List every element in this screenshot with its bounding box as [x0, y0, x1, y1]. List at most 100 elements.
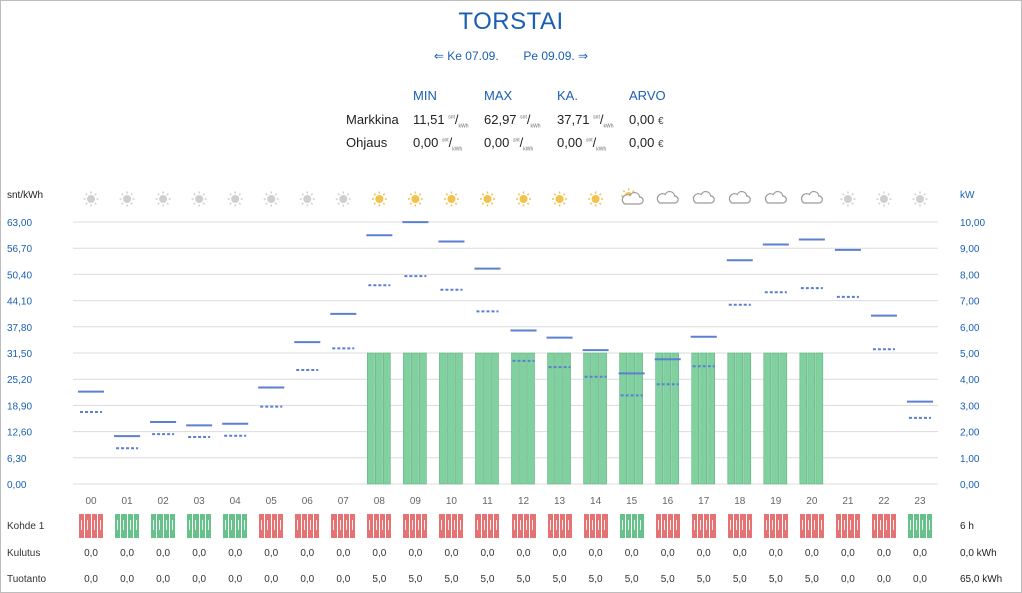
kulutus-value: 0,0: [913, 548, 927, 559]
control-hour-stripe: [277, 514, 284, 538]
control-hour-toggle[interactable]: [331, 514, 356, 538]
control-hour-toggle[interactable]: [79, 514, 104, 538]
control-hour-stripe: [91, 514, 97, 538]
kulutus-value: 0,0: [120, 548, 135, 559]
sun-icon: [479, 191, 495, 207]
production-bar: [635, 352, 643, 485]
control-hour-toggle[interactable]: [115, 514, 140, 538]
hour-label: 08: [374, 496, 386, 507]
control-hour-toggle[interactable]: [295, 514, 320, 538]
hour-label: 22: [878, 496, 890, 507]
kulutus-value: 0,0: [336, 548, 351, 559]
right-tick-label: 4,00: [960, 375, 980, 386]
control-hour-toggle[interactable]: [619, 514, 644, 538]
control-hour-stripe: [193, 514, 199, 538]
right-tick-label: 1,00: [960, 454, 980, 465]
cloud-icon: [656, 191, 679, 204]
control-hour-stripe: [415, 514, 422, 538]
production-bar: [743, 352, 752, 485]
production-bar: [483, 352, 491, 485]
sun-grey-icon: [263, 191, 279, 207]
control-hour-stripe: [697, 514, 704, 538]
control-hour-toggle[interactable]: [655, 514, 680, 538]
right-tick-label: 6,00: [960, 323, 980, 334]
control-hour-stripe: [854, 514, 860, 538]
control-hour-stripe: [314, 514, 320, 538]
control-hour-toggle[interactable]: [475, 514, 500, 538]
control-hour-toggle[interactable]: [223, 514, 248, 538]
control-hour-stripe: [818, 514, 824, 538]
control-hour-stripe: [379, 514, 386, 538]
tuotanto-value: 5,0: [444, 574, 459, 585]
next-day-link[interactable]: Pe 09.09. ⇒: [523, 49, 589, 63]
sun-grey-icon: [335, 191, 351, 207]
control-hour-stripe: [583, 514, 589, 538]
hour-label: 20: [806, 496, 818, 507]
control-hour-toggle[interactable]: [259, 514, 284, 538]
summary-market-min: 11,51 snt/kWh: [413, 112, 469, 130]
kulutus-value: 0,0: [804, 548, 819, 559]
control-hour-toggle[interactable]: [727, 514, 752, 538]
control-hour-stripe: [770, 514, 776, 538]
production-bar: [583, 352, 591, 485]
control-hour-stripe: [121, 514, 127, 538]
control-hour-toggle[interactable]: [439, 514, 464, 538]
left-tick-label: 18,90: [7, 401, 32, 412]
tuotanto-total: 65,0 kWh: [960, 574, 1003, 585]
control-hour-toggle[interactable]: [403, 514, 428, 538]
right-axis-title: kW: [960, 190, 975, 201]
control-hour-stripe: [926, 514, 932, 538]
sun-icon: [588, 191, 604, 207]
control-hour-toggle[interactable]: [907, 514, 932, 538]
control-hour-stripe: [704, 514, 710, 538]
control-hour-toggle[interactable]: [187, 514, 212, 538]
control-hour-toggle[interactable]: [799, 514, 824, 538]
production-bar: [807, 352, 816, 485]
control-hour-stripe: [734, 514, 740, 538]
control-hour-toggle[interactable]: [871, 514, 896, 538]
control-hour-stripe: [187, 514, 193, 538]
production-bar: [799, 352, 808, 485]
production-bar: [419, 352, 427, 485]
control-hour-stripe: [547, 514, 553, 538]
left-tick-label: 25,20: [7, 375, 32, 386]
control-hour-stripe: [806, 514, 812, 538]
control-hour-toggle[interactable]: [547, 514, 572, 538]
hour-label: 18: [734, 496, 746, 507]
control-hour-toggle[interactable]: [835, 514, 860, 538]
production-bar: [367, 352, 375, 485]
tuotanto-value: 0,0: [228, 574, 243, 585]
control-hour-stripe: [524, 514, 530, 538]
control-hour-toggle[interactable]: [583, 514, 608, 538]
summary-market-value: 0,00 €: [629, 112, 664, 127]
control-hour-toggle[interactable]: [691, 514, 716, 538]
production-bar: [455, 352, 463, 485]
tuotanto-value: 0,0: [84, 574, 98, 585]
control-hour-stripe: [668, 514, 674, 538]
control-hour-toggle[interactable]: [367, 514, 392, 538]
control-hour-stripe: [403, 514, 409, 538]
tuotanto-value: 0,0: [336, 574, 351, 585]
kohde-label: Kohde 1: [7, 521, 45, 532]
tuotanto-value: 5,0: [480, 574, 495, 585]
kulutus-total: 0,0 kWh: [960, 548, 997, 559]
hour-label: 14: [590, 496, 602, 507]
prev-day-link[interactable]: ⇐ Ke 07.09.: [433, 49, 499, 63]
control-hour-stripe: [271, 514, 277, 538]
control-hour-stripe: [691, 514, 697, 538]
control-hour-toggle[interactable]: [151, 514, 176, 538]
hour-label: 07: [338, 496, 350, 507]
control-hour-stripe: [530, 514, 536, 538]
control-hour-stripe: [566, 514, 572, 538]
tuotanto-value: 5,0: [516, 574, 531, 585]
control-hour-stripe: [710, 514, 716, 538]
control-hour-toggle[interactable]: [763, 514, 788, 538]
control-hour-stripe: [373, 514, 379, 538]
tuotanto-label: Tuotanto: [7, 574, 47, 585]
control-hour-stripe: [331, 514, 337, 538]
control-hour-toggle[interactable]: [511, 514, 536, 538]
summary-header-value: ARVO: [629, 88, 666, 103]
sun-icon: [407, 191, 423, 207]
control-hour-stripe: [199, 514, 205, 538]
